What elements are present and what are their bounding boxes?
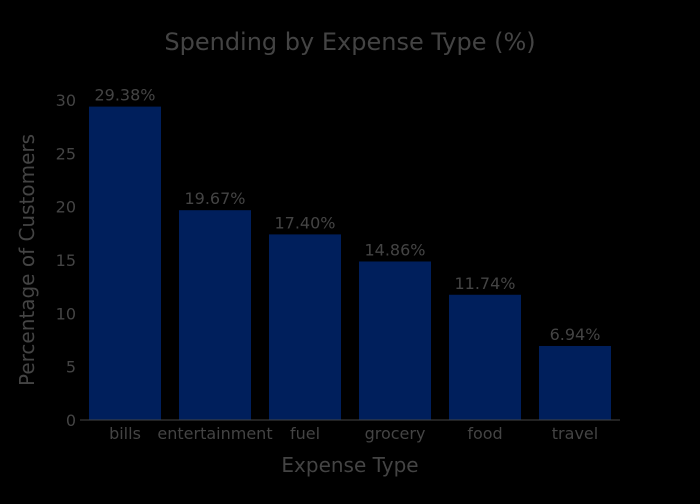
x-tick-label-bills: bills — [109, 424, 141, 443]
x-tick-label-entertainment: entertainment — [157, 424, 272, 443]
bar-bills — [89, 106, 161, 420]
data-label-food: 11.74% — [454, 274, 515, 293]
bar-grocery — [359, 261, 431, 420]
x-tick-label-grocery: grocery — [365, 424, 426, 443]
bar-food — [449, 294, 521, 420]
bar-fuel — [269, 234, 341, 420]
y-tick-label: 5 — [66, 358, 76, 377]
data-label-entertainment: 19.67% — [184, 189, 245, 208]
data-label-grocery: 14.86% — [364, 240, 425, 259]
bar-travel — [539, 345, 611, 420]
x-tick-label-travel: travel — [552, 424, 598, 443]
bar-entertainment — [179, 210, 251, 420]
data-labels: 29.38% 19.67% 17.40% 14.86% 11.74% 6.94% — [94, 86, 600, 344]
x-axis-title: Expense Type — [281, 453, 418, 477]
y-tick-label: 20 — [56, 198, 76, 217]
y-tick-label: 15 — [56, 251, 76, 270]
chart-title: Spending by Expense Type (%) — [164, 28, 535, 56]
data-label-fuel: 17.40% — [274, 213, 335, 232]
y-tick-label: 0 — [66, 411, 76, 430]
data-label-travel: 6.94% — [550, 325, 601, 344]
y-axis-ticks: 0 5 10 15 20 25 30 — [56, 91, 76, 430]
y-tick-label: 25 — [56, 144, 76, 163]
data-label-bills: 29.38% — [94, 86, 155, 105]
x-axis-ticks: bills entertainment fuel grocery food travel — [109, 424, 598, 443]
x-tick-label-fuel: fuel — [290, 424, 320, 443]
y-tick-label: 30 — [56, 91, 76, 110]
y-tick-label: 10 — [56, 304, 76, 323]
y-axis-title: Percentage of Customers — [15, 134, 39, 386]
x-tick-label-food: food — [467, 424, 502, 443]
bars — [89, 106, 611, 420]
